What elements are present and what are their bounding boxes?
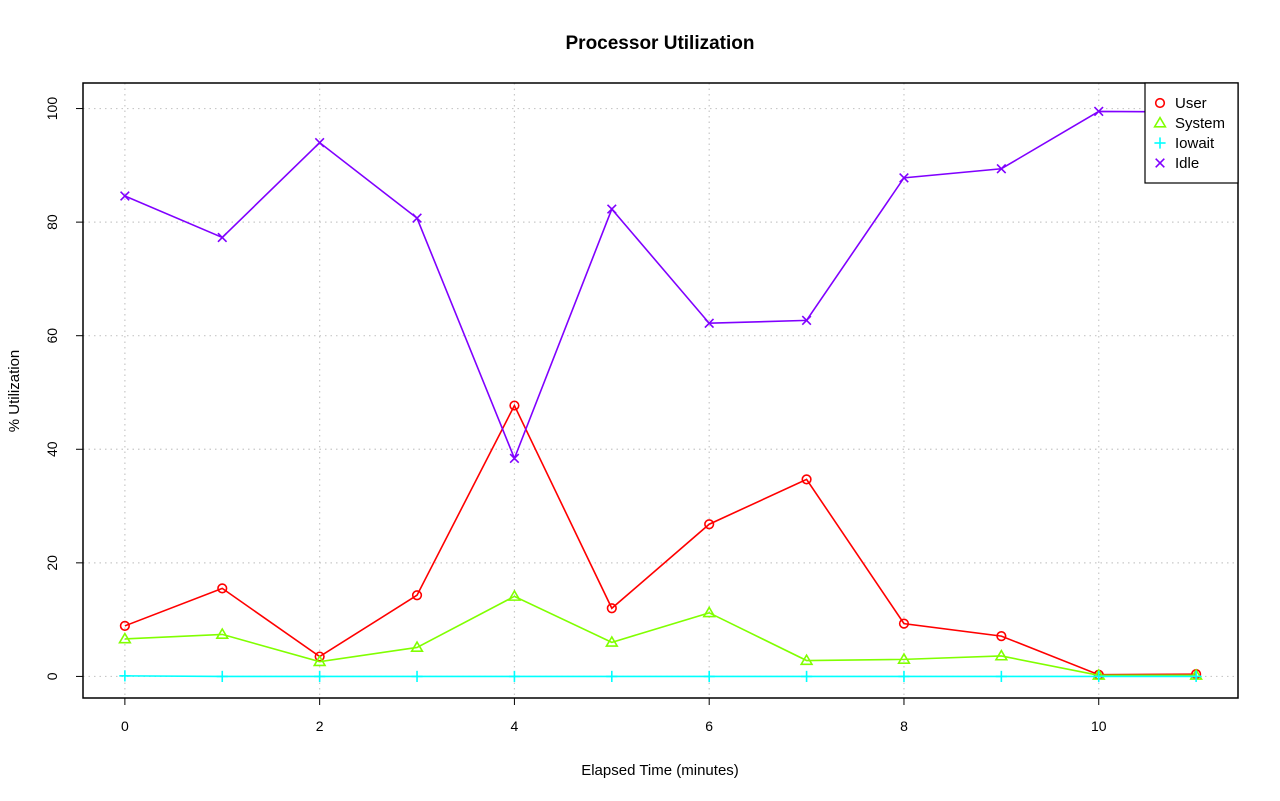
series-system: [118, 589, 1203, 680]
point-marker-triangle: [410, 640, 424, 653]
x-tick-label: 6: [705, 718, 713, 734]
point-marker-plus: [1093, 670, 1105, 683]
x-tick-label: 0: [121, 718, 129, 734]
series-layer: [118, 106, 1203, 683]
series-iowait: [119, 670, 1202, 683]
point-marker-circle: [704, 519, 715, 530]
point-marker-plus: [314, 670, 326, 683]
legend-item-system: System: [1153, 115, 1225, 132]
point-marker-circle: [606, 603, 617, 614]
point-marker-circle: [119, 620, 130, 631]
series-line-idle: [124, 110, 1197, 461]
point-marker-triangle: [799, 653, 814, 666]
x-axis: 0 2 4 6 8 10: [121, 697, 1107, 734]
legend-label: Idle: [1175, 155, 1199, 172]
y-axis-label: % Utilization: [6, 350, 23, 433]
point-marker-circle: [996, 631, 1007, 642]
point-marker-plus: [508, 670, 521, 683]
point-marker-plus: [606, 670, 618, 683]
chart-title: Processor Utilization: [566, 33, 755, 54]
y-tick-label: 100: [44, 97, 60, 121]
y-tick-label: 20: [44, 555, 60, 571]
legend-label: Iowait: [1175, 135, 1215, 152]
point-marker-x: [509, 453, 520, 464]
point-marker-x: [1093, 106, 1104, 117]
series-line-system: [124, 595, 1197, 677]
legend-label: System: [1175, 115, 1225, 132]
point-marker-circle: [898, 618, 910, 629]
y-axis: 0 20 40 60 80 100: [44, 97, 84, 680]
point-marker-plus: [703, 670, 715, 683]
x-tick-label: 10: [1091, 718, 1107, 734]
point-marker-circle: [411, 590, 423, 601]
series-line-iowait: [124, 675, 1197, 678]
legend-box: [1144, 82, 1239, 184]
point-marker-x: [996, 163, 1007, 174]
y-tick-label: 80: [44, 214, 60, 230]
point-marker-circle: [509, 400, 520, 411]
point-marker-plus: [1154, 137, 1166, 149]
point-marker-x: [704, 318, 715, 329]
point-marker-plus: [411, 670, 423, 683]
point-marker-circle: [1154, 97, 1166, 109]
x-tick-label: 4: [511, 718, 519, 734]
point-marker-plus: [119, 670, 131, 682]
point-marker-x: [899, 172, 909, 183]
point-marker-triangle: [118, 631, 132, 644]
point-marker-x: [217, 232, 228, 243]
point-marker-triangle: [994, 649, 1009, 661]
point-marker-x: [314, 137, 325, 148]
legend-item-idle: Idle: [1155, 155, 1199, 172]
point-marker-plus: [1190, 670, 1202, 683]
point-marker-triangle: [507, 589, 522, 601]
point-marker-x: [606, 204, 617, 214]
point-marker-triangle: [1153, 116, 1167, 128]
point-marker-x: [120, 191, 130, 201]
point-marker-triangle: [897, 652, 911, 664]
point-marker-x: [1155, 158, 1165, 168]
point-marker-plus: [216, 670, 228, 683]
point-marker-triangle: [215, 627, 230, 639]
point-marker-circle: [801, 474, 812, 485]
y-tick-label: 40: [44, 441, 60, 457]
y-tick-label: 60: [44, 328, 60, 344]
point-marker-plus: [995, 670, 1007, 683]
legend-item-iowait: Iowait: [1154, 135, 1215, 152]
point-marker-x: [412, 213, 422, 224]
series-user: [119, 400, 1202, 680]
legend: User System Iowait Idle: [1144, 82, 1239, 184]
plot-frame: [82, 82, 1239, 699]
series-idle: [120, 106, 1201, 464]
point-marker-x: [801, 315, 812, 326]
point-marker-plus: [898, 670, 910, 683]
point-marker-triangle: [605, 635, 619, 647]
y-tick-label: 0: [44, 672, 60, 680]
legend-item-user: User: [1154, 95, 1207, 112]
point-marker-plus: [800, 670, 813, 683]
point-marker-triangle: [702, 605, 716, 618]
x-tick-label: 2: [316, 718, 324, 734]
series-line-user: [124, 403, 1197, 676]
x-tick-label: 8: [900, 718, 908, 734]
point-marker-triangle: [312, 654, 327, 667]
legend-label: User: [1175, 95, 1207, 112]
x-axis-label: Elapsed Time (minutes): [581, 762, 739, 779]
point-marker-circle: [217, 583, 228, 594]
grid: [83, 83, 1238, 698]
